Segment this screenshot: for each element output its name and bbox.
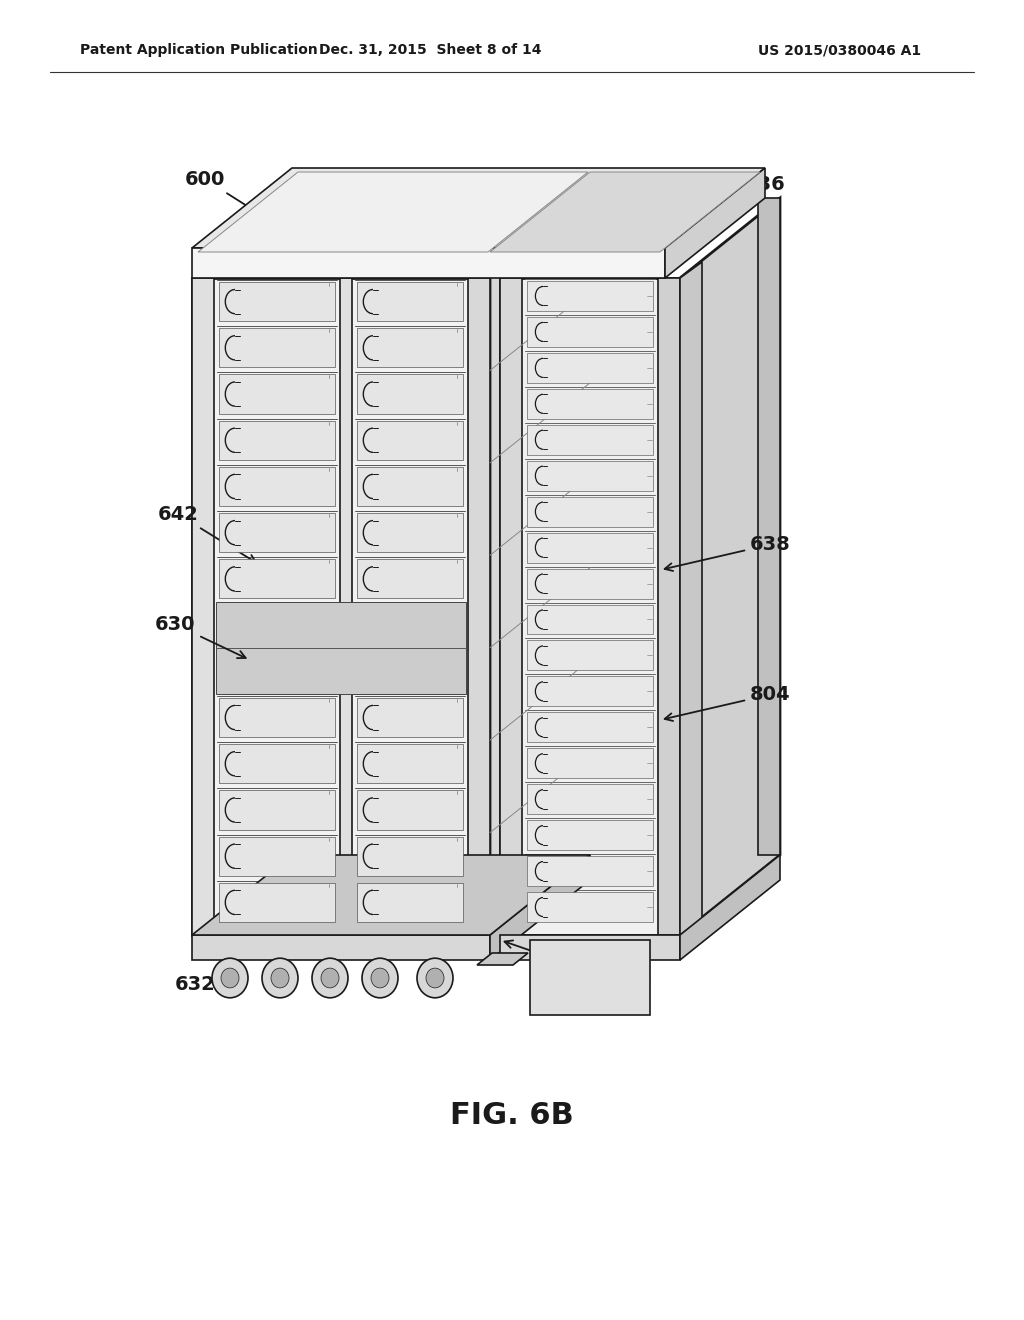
Text: Patent Application Publication: Patent Application Publication <box>80 44 317 57</box>
Polygon shape <box>219 467 335 506</box>
Ellipse shape <box>371 968 389 987</box>
Polygon shape <box>193 855 590 935</box>
Polygon shape <box>357 883 463 921</box>
Polygon shape <box>527 569 653 598</box>
Text: 630: 630 <box>155 615 246 659</box>
Text: 642: 642 <box>158 506 256 562</box>
Polygon shape <box>219 698 335 737</box>
Ellipse shape <box>212 958 248 998</box>
Polygon shape <box>193 279 490 935</box>
Polygon shape <box>219 421 335 459</box>
Polygon shape <box>527 317 653 347</box>
Polygon shape <box>357 375 463 413</box>
Polygon shape <box>527 748 653 779</box>
Polygon shape <box>340 279 352 935</box>
Ellipse shape <box>271 968 289 987</box>
Ellipse shape <box>221 968 239 987</box>
Polygon shape <box>680 855 780 960</box>
Polygon shape <box>193 248 665 279</box>
Polygon shape <box>527 425 653 454</box>
Polygon shape <box>527 281 653 312</box>
Polygon shape <box>527 676 653 706</box>
Text: 636: 636 <box>670 176 785 219</box>
Polygon shape <box>758 198 780 855</box>
Polygon shape <box>219 282 335 321</box>
Polygon shape <box>468 279 490 935</box>
Polygon shape <box>527 496 653 527</box>
Text: 804: 804 <box>665 685 791 721</box>
Text: FIG. 6B: FIG. 6B <box>451 1101 573 1130</box>
Polygon shape <box>665 168 765 279</box>
Polygon shape <box>680 261 702 935</box>
Polygon shape <box>527 784 653 814</box>
Polygon shape <box>193 279 214 935</box>
Text: Dec. 31, 2015  Sheet 8 of 14: Dec. 31, 2015 Sheet 8 of 14 <box>318 44 542 57</box>
Polygon shape <box>490 855 590 960</box>
Polygon shape <box>527 389 653 418</box>
Text: 638: 638 <box>665 535 791 572</box>
Polygon shape <box>490 172 760 252</box>
Ellipse shape <box>321 968 339 987</box>
Polygon shape <box>219 883 335 921</box>
Polygon shape <box>219 560 335 598</box>
Polygon shape <box>357 421 463 459</box>
Text: 634: 634 <box>505 940 606 979</box>
Polygon shape <box>500 279 522 935</box>
Polygon shape <box>530 940 650 1015</box>
Polygon shape <box>658 279 680 935</box>
Polygon shape <box>500 935 680 960</box>
Polygon shape <box>193 168 765 248</box>
Polygon shape <box>527 713 653 742</box>
Text: 632: 632 <box>175 962 236 994</box>
Polygon shape <box>357 282 463 321</box>
Polygon shape <box>219 375 335 413</box>
Polygon shape <box>357 837 463 875</box>
Polygon shape <box>357 513 463 552</box>
Polygon shape <box>357 698 463 737</box>
Polygon shape <box>527 857 653 886</box>
Polygon shape <box>357 744 463 783</box>
Polygon shape <box>527 461 653 491</box>
Polygon shape <box>219 837 335 875</box>
Polygon shape <box>527 820 653 850</box>
Text: 600: 600 <box>185 170 281 227</box>
Text: US 2015/0380046 A1: US 2015/0380046 A1 <box>759 44 922 57</box>
Ellipse shape <box>312 958 348 998</box>
Ellipse shape <box>262 958 298 998</box>
Polygon shape <box>193 935 490 960</box>
Polygon shape <box>527 352 653 383</box>
Polygon shape <box>527 640 653 671</box>
Polygon shape <box>219 791 335 829</box>
Polygon shape <box>216 602 466 694</box>
Polygon shape <box>680 198 780 935</box>
Polygon shape <box>198 172 588 252</box>
Polygon shape <box>357 467 463 506</box>
Polygon shape <box>490 198 590 935</box>
Polygon shape <box>500 279 680 935</box>
Polygon shape <box>357 791 463 829</box>
Ellipse shape <box>362 958 398 998</box>
Polygon shape <box>477 953 528 965</box>
Polygon shape <box>357 329 463 367</box>
Polygon shape <box>219 513 335 552</box>
Polygon shape <box>527 605 653 635</box>
Ellipse shape <box>417 958 453 998</box>
Polygon shape <box>527 892 653 921</box>
Ellipse shape <box>426 968 444 987</box>
Polygon shape <box>357 560 463 598</box>
Polygon shape <box>219 744 335 783</box>
Polygon shape <box>527 532 653 562</box>
Polygon shape <box>219 329 335 367</box>
